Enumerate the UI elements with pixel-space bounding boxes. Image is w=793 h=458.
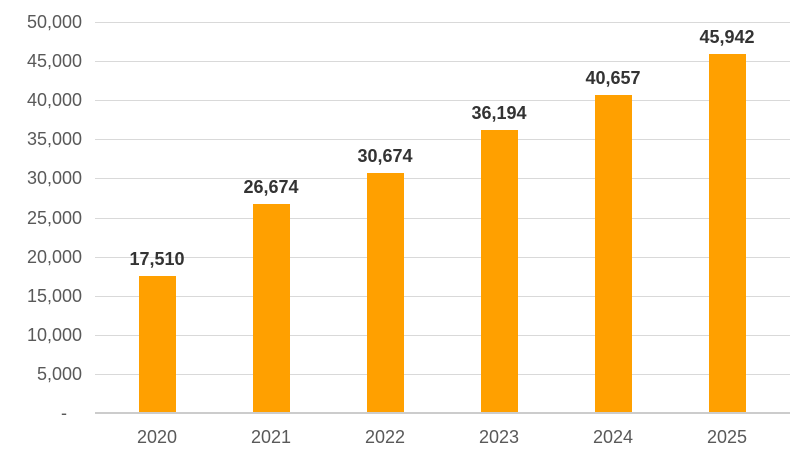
bar-2024 [595, 95, 632, 412]
y-axis-tick-label: 40,000 [26, 90, 82, 110]
x-axis-tick-label: 2023 [478, 427, 520, 447]
y-gridline [95, 257, 790, 258]
x-axis-tick-label: 2024 [592, 427, 634, 447]
y-axis-tick-label: 35,000 [26, 129, 82, 149]
y-gridline [95, 218, 790, 219]
y-axis-tick-label: 45,000 [26, 51, 82, 71]
y-gridline [95, 296, 790, 297]
bar-2021 [253, 204, 290, 412]
y-axis-tick-label: 15,000 [26, 286, 82, 306]
bar-2020 [139, 276, 176, 412]
y-axis-tick-label: 50,000 [26, 12, 82, 32]
y-axis-tick-label: 25,000 [26, 208, 82, 228]
bar-2022 [367, 173, 404, 412]
y-gridline [95, 374, 790, 375]
y-gridline [95, 139, 790, 140]
y-gridline [95, 22, 790, 23]
bar-value-label: 36,194 [471, 103, 527, 123]
x-axis-tick-label: 2021 [250, 427, 292, 447]
x-axis-tick-label: 2025 [706, 427, 748, 447]
bar-value-label: 26,674 [243, 177, 299, 197]
bar-value-label: 17,510 [129, 249, 185, 269]
bar-2025 [709, 54, 746, 412]
y-gridline [95, 335, 790, 336]
y-axis-tick-label: - [61, 403, 82, 423]
y-axis-tick-label: 20,000 [26, 247, 82, 267]
y-axis-tick-label: 10,000 [26, 325, 82, 345]
y-gridline [95, 61, 790, 62]
y-gridline [95, 100, 790, 101]
bar-value-label: 40,657 [585, 68, 641, 88]
x-axis-tick-label: 2020 [136, 427, 178, 447]
y-gridline [95, 178, 790, 179]
bar-value-label: 30,674 [357, 146, 413, 166]
bar-value-label: 45,942 [699, 27, 755, 47]
y-axis-tick-label: 5,000 [36, 364, 82, 384]
x-axis-tick-label: 2022 [364, 427, 406, 447]
y-axis-tick-label: 30,000 [26, 168, 82, 188]
bar-2023 [481, 130, 518, 412]
x-axis-line [95, 412, 790, 414]
